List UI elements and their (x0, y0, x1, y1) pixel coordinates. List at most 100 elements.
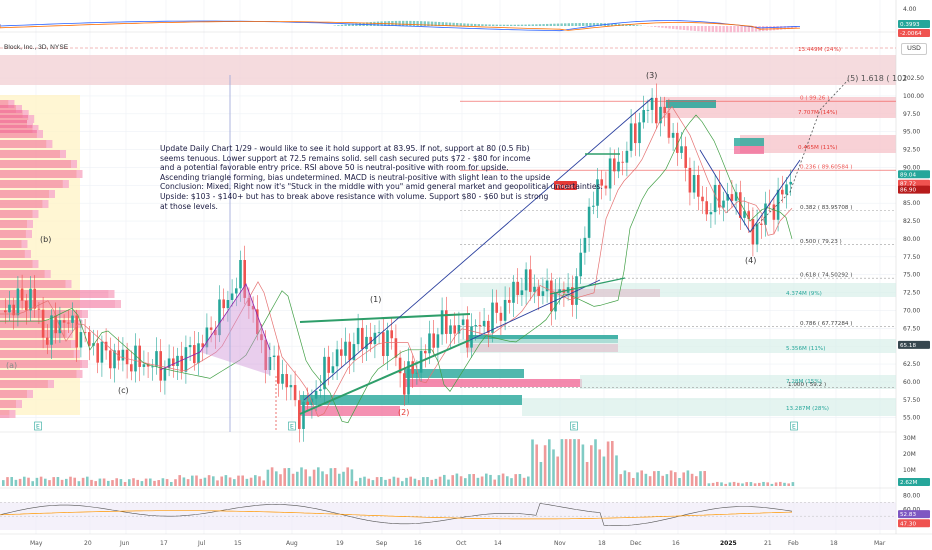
macd-histogram-bar (679, 26, 682, 30)
macd-histogram-bar (650, 26, 653, 27)
macd-histogram-bar (765, 26, 768, 31)
macd-histogram-bar (502, 24, 506, 26)
fib-level-label: 0 ( 99.26 ) (800, 96, 829, 102)
volume-bar (354, 481, 358, 486)
volume-bar (161, 478, 165, 486)
macd-histogram-bar (366, 22, 369, 26)
candle-body (121, 349, 125, 361)
volume-axis-tick-label: 30M (903, 435, 916, 442)
candle-body (235, 288, 238, 294)
volume-bar (724, 483, 727, 486)
volume-bar (648, 476, 652, 486)
volume-bar (493, 479, 496, 486)
x-axis-tick-label: 19 (336, 540, 344, 547)
volume-bar (308, 476, 312, 486)
macd-histogram-bar (578, 23, 581, 26)
volume-bar (405, 477, 408, 486)
currency-button[interactable]: USD (901, 43, 927, 55)
volume-bar (585, 461, 589, 486)
volume-value-badge (898, 478, 930, 486)
macd-histogram-bar (484, 24, 488, 26)
x-axis-tick-label: Feb (788, 540, 799, 547)
candle-body (604, 185, 608, 189)
candle-body (306, 401, 309, 406)
candle-body (676, 132, 679, 153)
volume-bar (501, 473, 505, 486)
rsi-axis-tick-label: 60.00 (903, 506, 920, 513)
trendline-support (299, 339, 471, 415)
candle-body (180, 355, 183, 372)
event-marker-label: E (572, 424, 576, 431)
candle-body (79, 332, 83, 348)
candle-body (167, 358, 171, 369)
volume-value-label: 2.62M (900, 480, 917, 486)
price-axis-tick-label: 72.50 (903, 290, 920, 297)
x-axis-tick-label: 17 (160, 540, 168, 547)
candle-body (705, 201, 708, 215)
candle-body (403, 373, 406, 395)
macd-histogram-bar (517, 24, 520, 26)
candle-body (281, 374, 284, 384)
macd-histogram-bar (772, 26, 776, 31)
price-axis-tick-label: 90.00 (903, 164, 920, 171)
candle-body (289, 385, 293, 388)
chart-annotation-note[interactable]: Update Daily Chart 1/29 - would like to … (160, 144, 603, 211)
volume-bar (791, 482, 795, 486)
candle-body (41, 309, 45, 338)
volume-bar (258, 476, 261, 486)
volume-bar (737, 482, 740, 486)
macd-histogram-bar (780, 26, 783, 30)
volume-bar (149, 478, 152, 486)
candle-body (230, 293, 234, 301)
candle-body (172, 358, 175, 367)
candle-body (54, 315, 57, 334)
candle-body (193, 345, 196, 364)
volume-bar (346, 467, 349, 486)
volume-bar (283, 468, 286, 486)
volume-bar (459, 476, 463, 486)
symbol-label[interactable]: Block, Inc., 3D, NYSE (4, 44, 69, 51)
macd-histogram-bar (488, 24, 491, 26)
price-axis-tick-label: 77.50 (903, 254, 920, 261)
volume-bar (27, 477, 30, 486)
macd-histogram-bar (535, 24, 538, 26)
macd-histogram-bar (654, 26, 657, 28)
pattern-outline (159, 283, 271, 371)
volume-bar (111, 480, 114, 486)
volume-bar (203, 477, 207, 486)
price-value-badge (898, 170, 930, 179)
fib-level-label: 0.786 ( 67.77284 ) (800, 321, 852, 327)
price-axis-tick-label: 82.50 (903, 218, 920, 225)
macd-histogram-bar (499, 24, 502, 26)
candle-body (491, 302, 494, 333)
candle-body (579, 252, 582, 277)
volume-profile-row (0, 290, 115, 298)
macd-histogram-bar (672, 26, 675, 29)
candle-body (789, 181, 792, 185)
volume-bar (333, 467, 337, 486)
macd-histogram-bar (495, 24, 498, 26)
candle-body (8, 304, 11, 313)
candle-body (188, 345, 192, 348)
macd-signal-line (0, 21, 801, 31)
volume-bar (233, 479, 236, 486)
trendlines: Target (159, 75, 849, 432)
macd-histogram-bar (369, 22, 372, 26)
annotation-line: and a potential favorable entry price. R… (160, 163, 509, 173)
candle-body (239, 259, 242, 289)
candle-body (33, 288, 36, 309)
volume-bar (300, 467, 303, 486)
annotation-line: Conclusion: Mixed. Right now it's "Stuck… (160, 182, 603, 192)
zone-volume-bar (734, 146, 764, 154)
volume-bar (506, 476, 509, 486)
candle-body (88, 332, 91, 346)
volume-bar (619, 474, 622, 486)
volume-bar (674, 472, 677, 486)
volume-profile-row (0, 350, 80, 358)
price-axis-tick-label: 57.50 (903, 397, 920, 404)
volume-profile-row (0, 380, 54, 388)
volume-bar (598, 449, 601, 486)
volume-bar (144, 478, 148, 486)
volume-bar (35, 477, 39, 486)
